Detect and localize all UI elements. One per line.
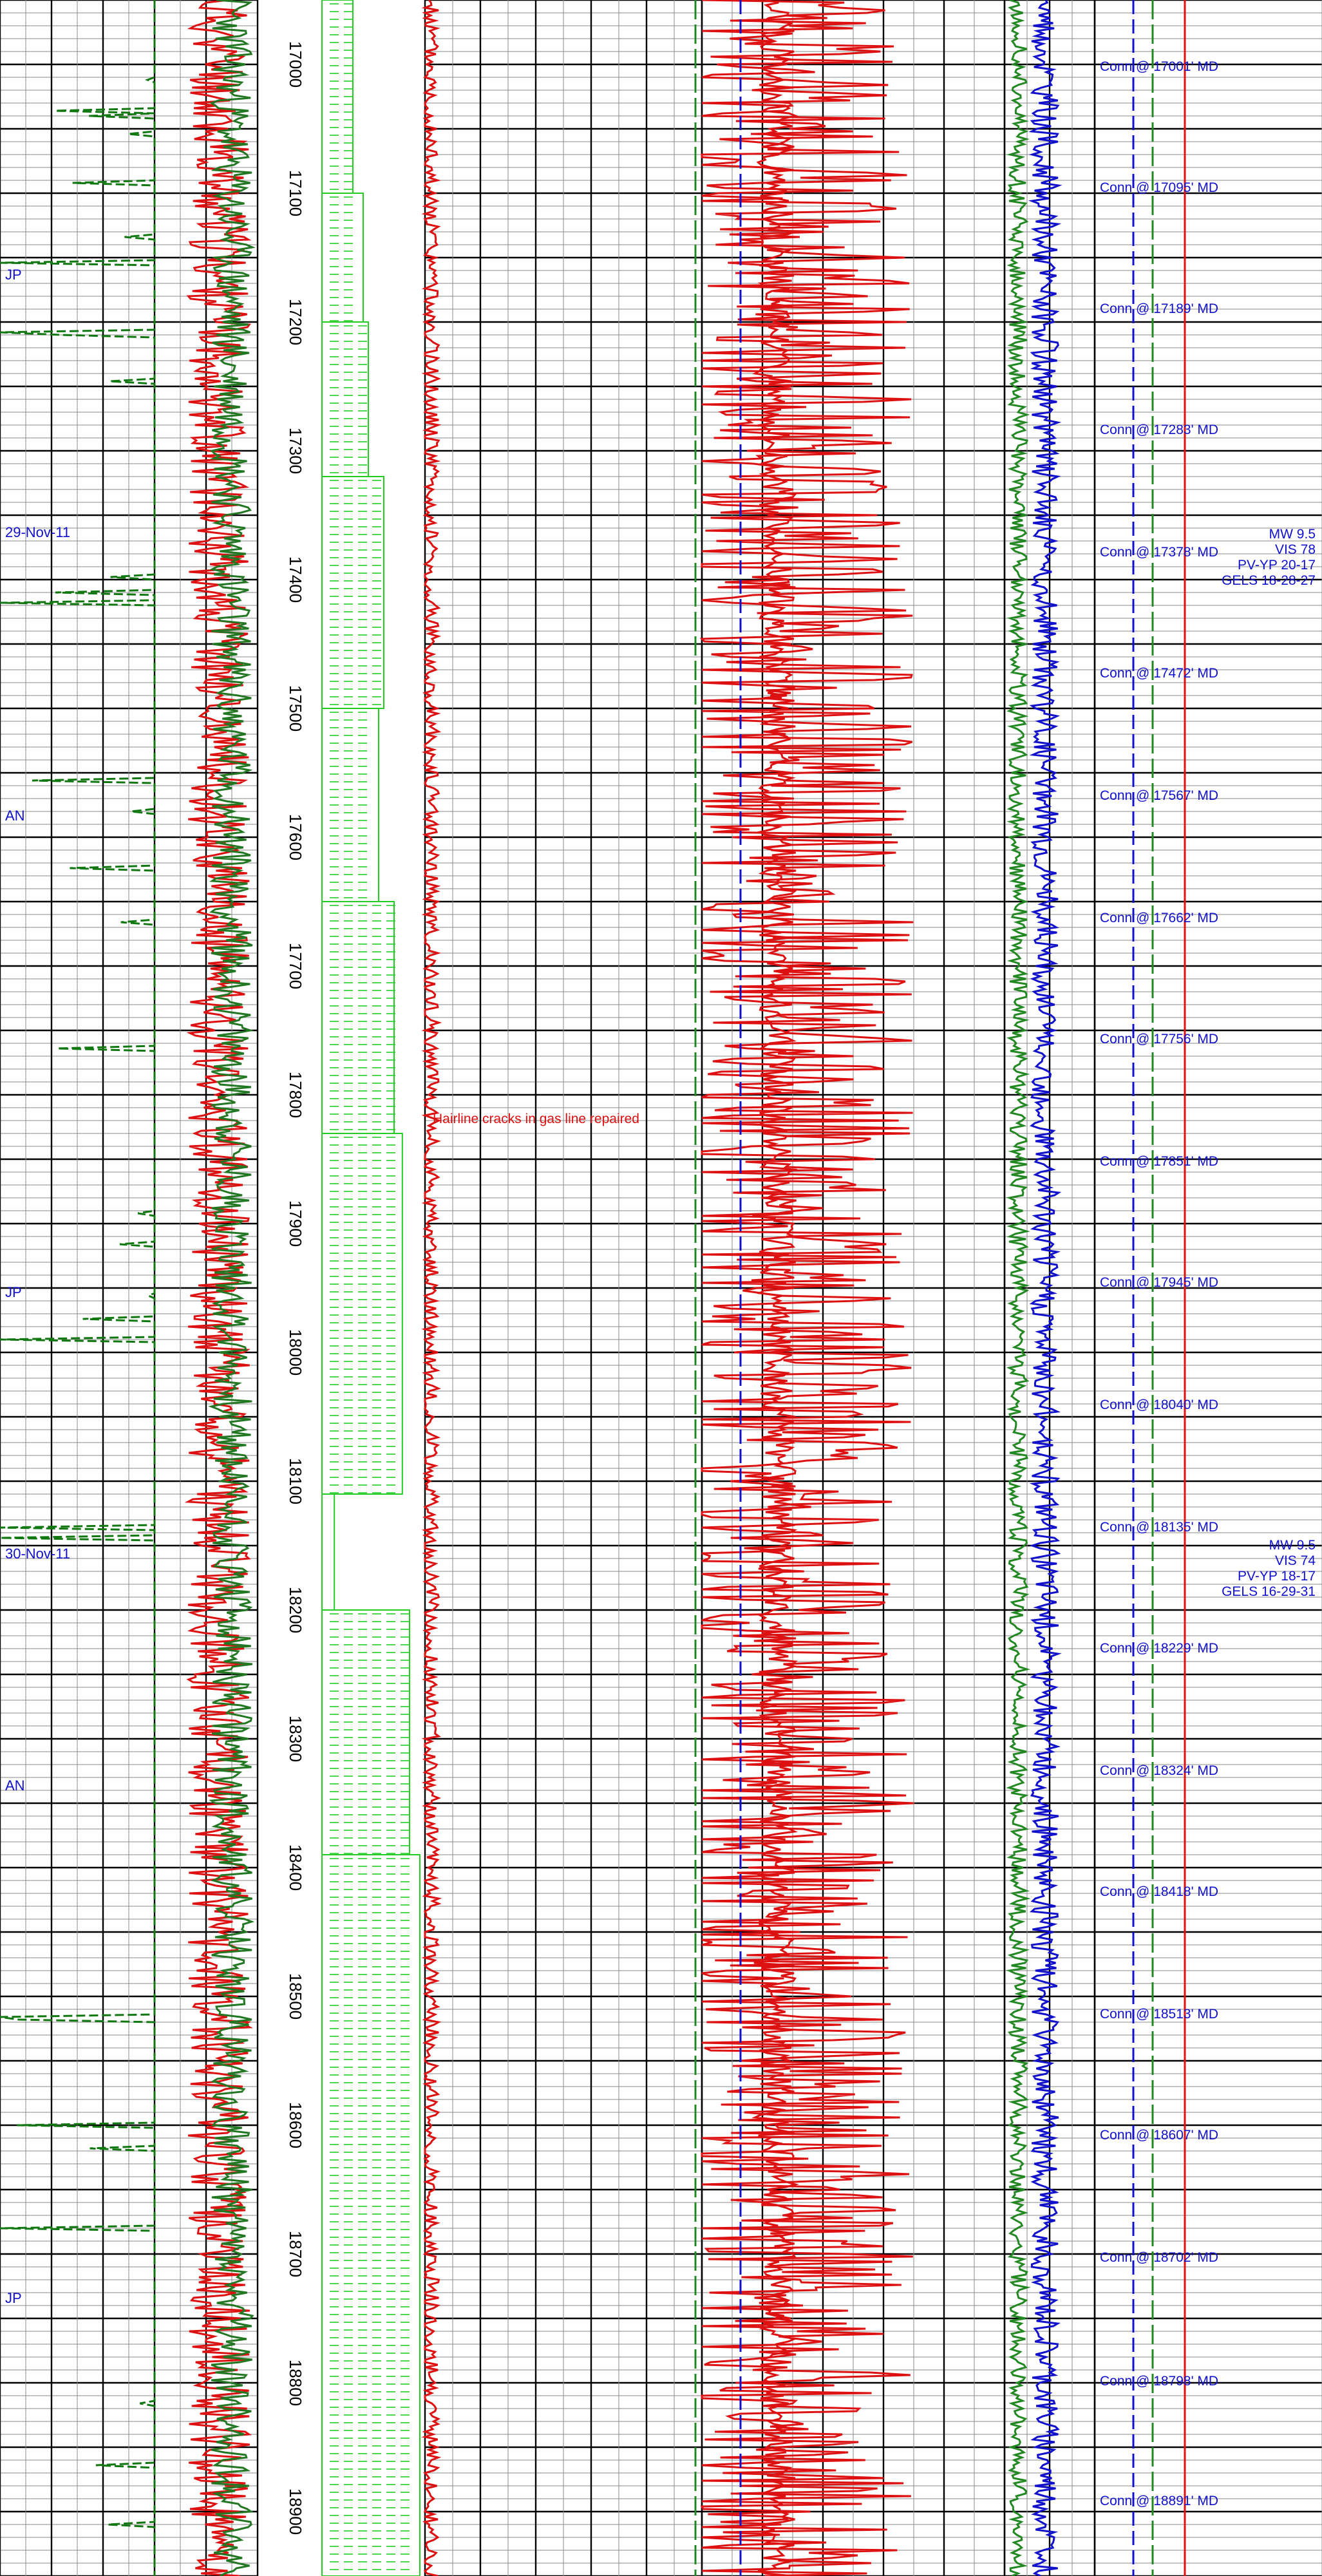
depth-tick-label: 18500 <box>286 1973 305 2020</box>
curve-c4 <box>1028 0 1062 2576</box>
mud-report-line: PV-YP 20-17 <box>1238 558 1316 573</box>
mud-report-line: VIS 74 <box>1275 1553 1316 1568</box>
curve-layer <box>0 0 1186 2576</box>
depth-tick-label: 17300 <box>286 428 305 474</box>
connection-label: Conn @ 17945' MD <box>1100 1275 1218 1290</box>
depth-tick-label: 18100 <box>286 1458 305 1504</box>
connection-label: Conn @ 18040' MD <box>1100 1397 1218 1412</box>
depth-tick-label: 17700 <box>286 943 305 989</box>
left-track-annotation: 30-Nov-11 <box>5 1546 70 1562</box>
lithology-interval <box>321 1493 335 1611</box>
connection-label: Conn @ 18324' MD <box>1100 1763 1218 1778</box>
depth-tick-label: 18600 <box>286 2102 305 2148</box>
connection-label: Conn @ 18798' MD <box>1100 2374 1218 2389</box>
depth-tick-label: 18700 <box>286 2231 305 2277</box>
left-track-annotation: AN <box>5 1777 25 1794</box>
curve-gas-spikes <box>0 0 156 2576</box>
lithology-interval <box>321 1854 420 2576</box>
lithology-layer <box>321 0 420 2576</box>
connection-label: Conn @ 18229' MD <box>1100 1641 1218 1656</box>
depth-tick-label: 18200 <box>286 1587 305 1633</box>
curve-c3 <box>1006 0 1031 2576</box>
lithology-interval <box>321 476 384 709</box>
depth-tick-label: 17800 <box>286 1072 305 1118</box>
connection-label: Conn @ 17189' MD <box>1100 301 1218 316</box>
mud-report-line: GELS 18-28-27 <box>1222 573 1316 588</box>
depth-tick-label: 18800 <box>286 2360 305 2406</box>
depth-tick-label: 17500 <box>286 685 305 732</box>
left-track-annotation: JP <box>5 1284 22 1300</box>
connection-label: Conn @ 17756' MD <box>1100 1032 1218 1046</box>
depth-tick-label: 18300 <box>286 1716 305 1762</box>
connection-label: Conn @ 18513' MD <box>1100 2007 1218 2022</box>
mud-report-line: VIS 78 <box>1275 542 1316 557</box>
curve-rop <box>208 0 256 2576</box>
mud-report-line: PV-YP 18-17 <box>1238 1569 1316 1584</box>
mud-report-line: MW 9.5 <box>1269 1538 1316 1553</box>
mud-report-line: GELS 16-29-31 <box>1222 1584 1316 1599</box>
lithology-interval <box>321 901 395 1134</box>
depth-tick-label: 17100 <box>286 170 305 216</box>
curve-c5 <box>699 0 914 2576</box>
depth-tick-label: 17900 <box>286 1200 305 1247</box>
lithology-interval <box>321 321 369 477</box>
connection-label: Conn @ 18702' MD <box>1100 2250 1218 2265</box>
connection-label: Conn @ 17662' MD <box>1100 911 1218 925</box>
lithology-interval <box>321 1133 403 1495</box>
annotation-layer: JP 29-Nov-11 AN JP 30-Nov-11 AN JP Conn @ 17001… <box>5 59 1316 2508</box>
depth-tick-label: 18400 <box>286 1844 305 1891</box>
left-track-annotation: AN <box>5 808 25 824</box>
left-track-annotation: 29-Nov-11 <box>5 524 70 540</box>
connection-label: Conn @ 17378' MD <box>1100 545 1218 560</box>
connection-label: Conn @ 17567' MD <box>1100 788 1218 803</box>
connection-label: Conn @ 17283' MD <box>1100 422 1218 437</box>
curve-gas <box>184 0 254 2576</box>
curve-c1 <box>421 0 442 2576</box>
depth-tick-label: 18000 <box>286 1329 305 1376</box>
connection-label: Conn @ 18891' MD <box>1100 2494 1218 2508</box>
lithology-interval <box>321 1609 410 1855</box>
connection-label: Conn @ 17095' MD <box>1100 180 1218 195</box>
connection-label: Conn @ 17001' MD <box>1100 59 1218 74</box>
connection-label: Conn @ 18418' MD <box>1100 1884 1218 1899</box>
depth-tick-label: 17000 <box>286 41 305 88</box>
connection-label: Conn @ 18135' MD <box>1100 1520 1218 1535</box>
connection-label: Conn @ 17472' MD <box>1100 666 1218 681</box>
connection-label: Conn @ 18607' MD <box>1100 2128 1218 2143</box>
connection-label: Conn @ 17851' MD <box>1100 1154 1218 1169</box>
left-track-annotation: JP <box>5 2290 22 2306</box>
depth-tick-label: 18900 <box>286 2488 305 2535</box>
remark-text: Hairline cracks in gas line repaired <box>433 1112 639 1126</box>
depth-tick-label: 17400 <box>286 556 305 603</box>
mud-report-line: MW 9.5 <box>1269 527 1316 542</box>
depth-tick-label: 17200 <box>286 299 305 345</box>
depth-tick-label: 17600 <box>286 814 305 860</box>
left-track-annotation: JP <box>5 267 22 283</box>
lithology-interval <box>321 193 364 323</box>
